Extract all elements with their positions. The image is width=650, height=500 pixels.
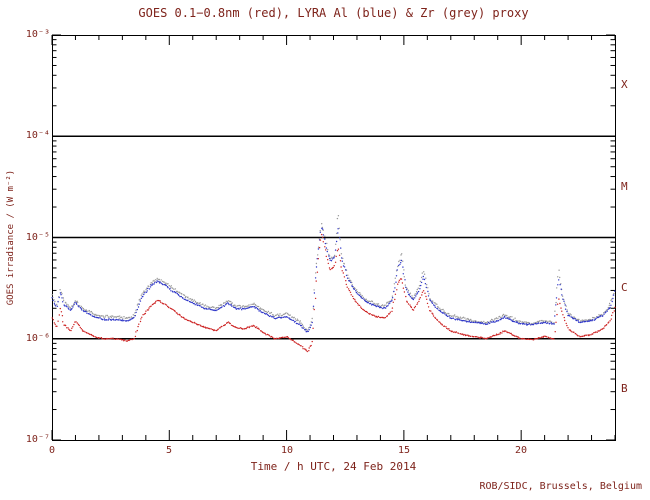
x-tick-label-5: 5	[165, 445, 173, 456]
flare-class-label-b: B	[621, 382, 628, 395]
series-goes-0-1-0-8nm	[51, 233, 616, 353]
x-tick-label-0: 0	[48, 445, 56, 456]
y-tick-label-1e-7: 10⁻⁷	[25, 434, 50, 445]
x-tick-label-10: 10	[280, 445, 294, 456]
x-tick-label-20: 20	[514, 445, 528, 456]
flare-class-label-x: X	[621, 78, 628, 91]
y-tick-label-1e-5: 10⁻⁵	[25, 232, 50, 243]
series-lyra-zr-proxy	[51, 215, 615, 331]
class-boundary-lines	[52, 135, 615, 340]
flare-class-label-m: M	[621, 180, 628, 193]
series-lyra-al-proxy	[51, 227, 616, 333]
x-tick-label-15: 15	[397, 445, 411, 456]
axes	[51, 34, 616, 441]
credit-text: ROB/SIDC, Brussels, Belgium	[479, 481, 642, 492]
chart-title: GOES 0.1−0.8nm (red), LYRA Al (blue) & Z…	[138, 6, 529, 20]
x-axis-label: Time / h UTC, 24 Feb 2014	[250, 460, 417, 473]
y-tick-label-1e-4: 10⁻⁴	[25, 130, 50, 141]
y-tick-label-1e-3: 10⁻³	[25, 29, 50, 40]
y-tick-label-1e-6: 10⁻⁶	[25, 333, 50, 344]
flare-class-label-c: C	[621, 281, 628, 294]
